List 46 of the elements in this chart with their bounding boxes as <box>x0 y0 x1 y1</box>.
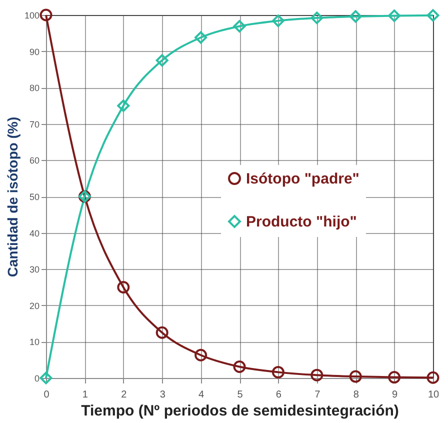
point <box>310 12 324 24</box>
point <box>272 14 284 28</box>
x-tick-label: 9 <box>392 390 398 400</box>
x-tick-label: 3 <box>160 390 166 400</box>
y-tick-label: 80 <box>29 83 40 94</box>
point <box>349 10 362 23</box>
point <box>40 372 52 384</box>
legend-label: Isótopo "padre" <box>246 170 360 188</box>
x-tick-label: 8 <box>353 390 360 400</box>
y-tick-label: 90 <box>29 46 40 57</box>
y-tick-label: 20 <box>29 300 40 311</box>
y-tick-label: 10 <box>29 337 40 348</box>
point <box>117 100 130 112</box>
x-tick-label: 6 <box>276 390 282 400</box>
y-tick-label: 0 <box>34 374 40 384</box>
legend-label: Producto "hijo" <box>246 214 357 230</box>
x-tick-label: 7 <box>314 390 321 400</box>
point <box>194 31 208 44</box>
point <box>388 9 401 22</box>
point <box>426 9 440 22</box>
y-tick-label: 40 <box>29 228 40 238</box>
point <box>117 281 130 294</box>
point <box>388 371 401 384</box>
y-axis-title: Cantidad de isótopo (%) <box>4 116 20 278</box>
point <box>194 348 208 362</box>
y-tick-label: 50 <box>29 192 40 202</box>
x-tick-label: 1 <box>82 390 88 400</box>
x-tick-label: 5 <box>237 390 244 400</box>
point <box>156 54 168 67</box>
point <box>233 20 246 32</box>
x-tick-label: 0 <box>44 390 50 400</box>
y-tick-label: 30 <box>29 264 40 275</box>
point <box>426 371 440 384</box>
y-tick-label: 70 <box>29 119 40 130</box>
x-axis-title: Tiempo (Nº periodos de semidesintegración) <box>81 402 399 420</box>
x-tick-label: 10 <box>428 390 440 400</box>
point <box>233 360 246 373</box>
point <box>40 8 52 22</box>
point <box>156 326 168 339</box>
y-tick-label: 60 <box>29 156 40 166</box>
x-tick-label: 4 <box>198 390 205 400</box>
point <box>272 366 284 378</box>
y-tick-label: 100 <box>24 10 40 20</box>
x-tick-label: 2 <box>121 390 128 400</box>
point <box>349 370 362 383</box>
point <box>310 368 324 382</box>
